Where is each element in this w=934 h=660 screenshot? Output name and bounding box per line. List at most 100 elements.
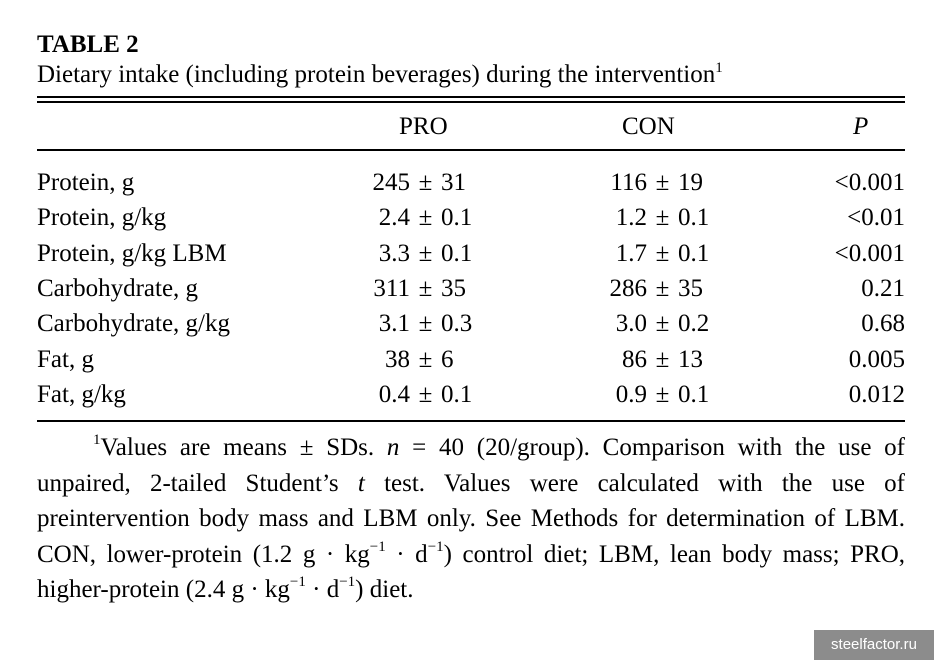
plus-minus: ± [655, 380, 670, 408]
footnote-text-5: ) control diet; LBM, lean body mass; PRO… [37, 540, 906, 604]
pro-sd: 6 [441, 345, 454, 373]
table-row: Fat, g/kg 0.4 ±0.1 0.9 ±0.1 0.012 [37, 377, 905, 412]
plus-minus: ± [655, 239, 670, 267]
con-sd: 0.1 [678, 204, 710, 232]
row-label: Carbohydrate, g [37, 275, 199, 303]
con-mean: 286 [609, 275, 648, 303]
table-row: Fat, g 38 ±6 86 ±13 0.005 [37, 341, 905, 376]
row-label: Protein, g/kg [37, 204, 167, 232]
footnote-exponent: −1 [289, 574, 306, 591]
plus-minus: ± [655, 169, 670, 197]
con-mean: 3.0 [615, 310, 647, 338]
pro-sd: 0.1 [441, 380, 473, 408]
plus-minus: ± [418, 239, 433, 267]
pro-mean: 245 [372, 169, 411, 197]
footnote-exponent: −1 [369, 538, 386, 555]
footnote-text-7: ) diet. [355, 576, 414, 604]
plus-minus: ± [418, 310, 433, 338]
con-mean: 116 [610, 169, 647, 197]
pro-sd: 0.1 [441, 204, 473, 232]
table-row: Protein, g 245 ±31 116 ±19 <0.001 [37, 165, 905, 200]
con-mean: 1.2 [615, 204, 647, 232]
column-header-pro: PRO [399, 113, 448, 140]
pro-sd: 31 [441, 169, 466, 197]
con-cell: 3.0 ±0.2 [577, 306, 801, 341]
con-mean: 1.7 [615, 239, 647, 267]
p-value: 0.012 [848, 380, 905, 408]
con-sd: 0.2 [678, 310, 710, 338]
row-label: Carbohydrate, g/kg [37, 310, 231, 338]
plus-minus: ± [655, 204, 670, 232]
pro-sd: 35 [441, 275, 466, 303]
row-label: Protein, g/kg LBM [37, 239, 227, 267]
pro-mean: 0.4 [378, 380, 410, 408]
table-label: TABLE 2 [37, 31, 139, 58]
watermark: steelfactor.ru [814, 630, 934, 660]
con-sd: 0.1 [678, 380, 710, 408]
row-label: Fat, g [37, 345, 94, 373]
plus-minus: ± [655, 345, 670, 373]
row-label: Fat, g/kg [37, 380, 126, 408]
footnote-text-4: · d [385, 540, 428, 568]
p-value: <0.001 [834, 239, 905, 267]
p-value: 0.21 [861, 275, 905, 303]
pro-cell: 3.3 ±0.1 [337, 236, 577, 271]
p-value: <0.01 [847, 204, 905, 232]
footnote-exponent: −1 [339, 574, 356, 591]
top-double-rule [37, 96, 905, 103]
column-header-p: P [853, 113, 869, 140]
con-cell: 0.9 ±0.1 [577, 377, 801, 412]
column-header-row: PRO CON P [37, 103, 905, 149]
pro-cell: 311 ±35 [337, 271, 577, 306]
footnote-exponent: −1 [427, 538, 444, 555]
table-row: Protein, g/kg LBM 3.3 ±0.1 1.7 ±0.1 <0.001 [37, 236, 905, 271]
pro-mean: 311 [373, 275, 410, 303]
pro-sd: 0.3 [441, 310, 473, 338]
table-container: TABLE 2 Dietary intake (including protei… [37, 30, 905, 608]
con-mean: 86 [622, 345, 647, 373]
pro-sd: 0.1 [441, 239, 473, 267]
footnote-marker: 1 [93, 432, 101, 449]
pro-cell: 3.1 ±0.3 [337, 306, 577, 341]
pro-cell: 38 ±6 [337, 341, 577, 376]
pro-mean: 2.4 [378, 204, 410, 232]
con-cell: 1.7 ±0.1 [577, 236, 801, 271]
row-label: Protein, g [37, 169, 135, 197]
header-rule [37, 149, 905, 151]
plus-minus: ± [418, 275, 433, 303]
column-header-con: CON [622, 113, 675, 140]
table-caption: Dietary intake (including protein bevera… [37, 60, 905, 96]
con-cell: 286 ±35 [577, 271, 801, 306]
con-cell: 1.2 ±0.1 [577, 200, 801, 235]
pro-cell: 245 ±31 [337, 165, 577, 200]
data-table: Protein, g 245 ±31 116 ±19 <0.001 Protein, g/k… [37, 165, 905, 412]
caption-footnote-marker: 1 [715, 60, 723, 76]
plus-minus: ± [418, 169, 433, 197]
plus-minus: ± [418, 345, 433, 373]
p-value: 0.68 [861, 310, 905, 338]
con-sd: 19 [678, 169, 703, 197]
con-cell: 86 ±13 [577, 341, 801, 376]
caption-text: Dietary intake (including protein bevera… [37, 61, 716, 88]
table-row: Carbohydrate, g 311 ±35 286 ±35 0.21 [37, 271, 905, 306]
table-row: Protein, g/kg 2.4 ±0.1 1.2 ±0.1 <0.01 [37, 200, 905, 235]
table-row: Carbohydrate, g/kg 3.1 ±0.3 3.0 ±0.2 0.68 [37, 306, 905, 341]
footnote-text-2: = 40 (20/group). Comparison with the use… [37, 434, 905, 497]
bottom-rule [37, 420, 905, 423]
con-mean: 0.9 [615, 380, 647, 408]
plus-minus: ± [418, 380, 433, 408]
pro-mean: 3.3 [378, 239, 410, 267]
footnote-text-3: test. Values were calculated with the us… [37, 469, 906, 568]
pro-mean: 3.1 [378, 310, 410, 338]
footnote-text-1: Values are means ± SDs. [100, 434, 375, 462]
con-sd: 35 [678, 275, 703, 303]
plus-minus: ± [655, 275, 670, 303]
pro-mean: 38 [385, 345, 410, 373]
pro-cell: 0.4 ±0.1 [337, 377, 577, 412]
table-footnote: 1Values are means ± SDs. n = 40 (20/grou… [37, 430, 905, 608]
footnote-text-6: · d [305, 576, 340, 604]
con-cell: 116 ±19 [577, 165, 801, 200]
plus-minus: ± [418, 204, 433, 232]
footnote-n-variable: n [386, 434, 400, 462]
footnote-t-variable: t [357, 469, 365, 497]
